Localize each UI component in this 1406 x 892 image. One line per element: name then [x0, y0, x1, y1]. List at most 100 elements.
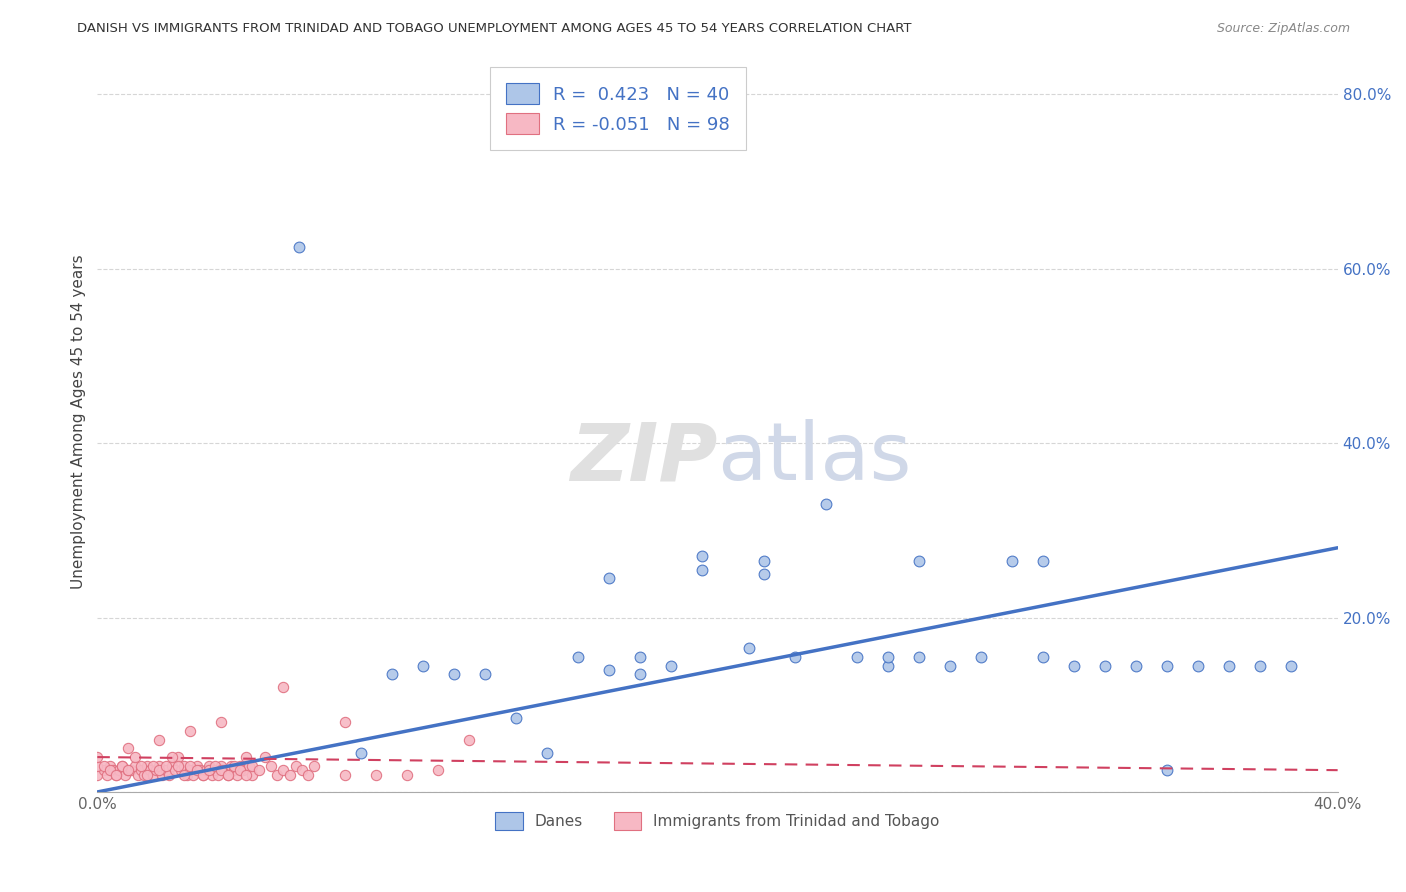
Point [111, 759, 134, 773]
Point [183, 767, 205, 781]
Point [335, 767, 357, 781]
Point [908, 649, 931, 664]
Point [191, 767, 214, 781]
Point [1001, 554, 1024, 568]
Point [1156, 658, 1178, 673]
Point [284, 759, 307, 773]
Point [278, 767, 301, 781]
Point [412, 658, 434, 673]
Point [98, 763, 121, 777]
Point [297, 767, 319, 781]
Point [86, 750, 108, 764]
Point [242, 759, 264, 773]
Point [209, 759, 232, 773]
Point [737, 641, 759, 656]
Point [176, 767, 198, 781]
Point [247, 763, 270, 777]
Point [304, 759, 326, 773]
Point [124, 750, 146, 764]
Point [291, 763, 314, 777]
Point [1249, 658, 1271, 673]
Point [148, 732, 170, 747]
Point [167, 750, 190, 764]
Point [139, 763, 162, 777]
Point [752, 554, 775, 568]
Point [117, 763, 139, 777]
Point [217, 767, 239, 781]
Point [127, 767, 149, 781]
Point [939, 658, 962, 673]
Point [1187, 658, 1209, 673]
Point [117, 763, 139, 777]
Point [86, 767, 108, 781]
Point [690, 549, 713, 564]
Point [142, 767, 165, 781]
Point [188, 763, 211, 777]
Point [222, 759, 245, 773]
Point [232, 763, 254, 777]
Point [225, 767, 247, 781]
Point [136, 759, 159, 773]
Point [152, 767, 174, 781]
Point [170, 763, 193, 777]
Point [970, 649, 993, 664]
Point [117, 741, 139, 756]
Point [132, 767, 155, 781]
Point [155, 759, 177, 773]
Point [204, 759, 226, 773]
Point [427, 763, 450, 777]
Point [201, 767, 224, 781]
Point [120, 763, 142, 777]
Point [101, 763, 124, 777]
Point [93, 763, 115, 777]
Point [160, 750, 183, 764]
Point [96, 767, 118, 781]
Point [214, 763, 236, 777]
Point [752, 566, 775, 581]
Point [167, 759, 190, 773]
Point [179, 759, 201, 773]
Point [1094, 658, 1116, 673]
Point [1032, 649, 1054, 664]
Legend: Danes, Immigrants from Trinidad and Tobago: Danes, Immigrants from Trinidad and Toba… [489, 806, 946, 836]
Point [288, 240, 311, 254]
Point [253, 750, 276, 764]
Point [1125, 658, 1147, 673]
Point [219, 759, 242, 773]
Point [186, 759, 208, 773]
Point [98, 759, 121, 773]
Point [567, 649, 589, 664]
Point [129, 759, 152, 773]
Point [179, 723, 201, 738]
Point [598, 571, 620, 585]
Point [235, 750, 257, 764]
Point [108, 763, 131, 777]
Point [148, 763, 170, 777]
Point [814, 497, 837, 511]
Point [229, 759, 252, 773]
Point [136, 767, 159, 781]
Point [148, 759, 170, 773]
Point [690, 563, 713, 577]
Point [1032, 554, 1054, 568]
Point [124, 759, 146, 773]
Point [229, 763, 252, 777]
Point [93, 759, 115, 773]
Text: DANISH VS IMMIGRANTS FROM TRINIDAD AND TOBAGO UNEMPLOYMENT AMONG AGES 45 TO 54 Y: DANISH VS IMMIGRANTS FROM TRINIDAD AND T… [77, 22, 912, 36]
Point [474, 667, 496, 681]
Point [198, 763, 221, 777]
Point [217, 767, 239, 781]
Text: atlas: atlas [717, 419, 912, 498]
Point [104, 767, 127, 781]
Point [598, 663, 620, 677]
Text: Source: ZipAtlas.com: Source: ZipAtlas.com [1216, 22, 1350, 36]
Point [222, 763, 245, 777]
Point [1156, 763, 1178, 777]
Point [204, 763, 226, 777]
Point [235, 767, 257, 781]
Point [191, 767, 214, 781]
Point [273, 681, 295, 695]
Point [142, 759, 165, 773]
Point [366, 767, 388, 781]
Point [443, 667, 465, 681]
